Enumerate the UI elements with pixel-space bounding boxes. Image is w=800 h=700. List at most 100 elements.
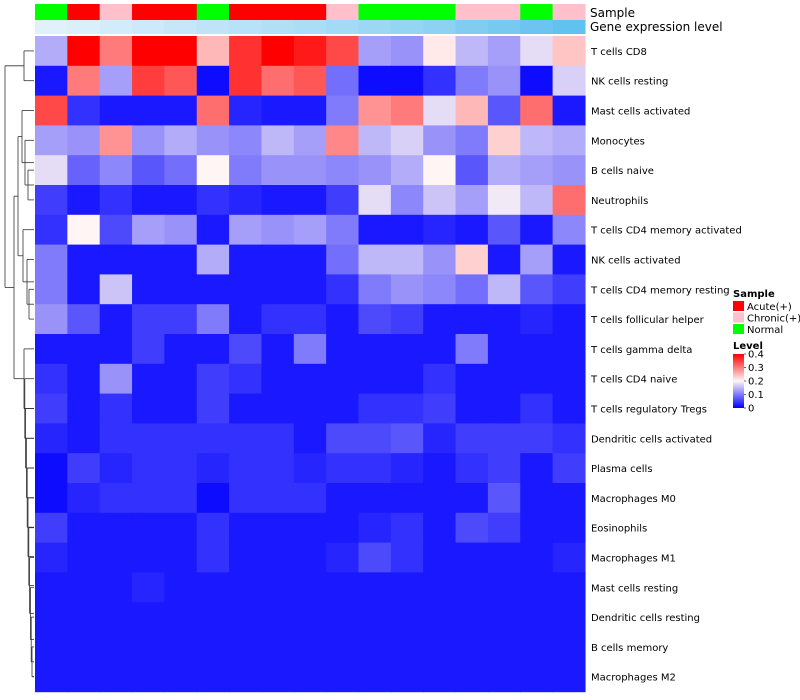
heatmap-cell xyxy=(35,572,68,603)
sample-annotation-cell xyxy=(293,4,327,20)
heatmap-cell xyxy=(455,393,489,424)
heatmap-cell xyxy=(326,36,360,67)
heatmap-cell xyxy=(487,602,521,633)
heatmap-cell xyxy=(164,214,198,246)
heatmap-cell xyxy=(99,155,133,186)
heatmap-cell xyxy=(552,125,586,156)
heatmap-cell xyxy=(326,363,360,395)
heatmap-cell xyxy=(164,483,198,514)
heatmap-cell xyxy=(35,453,68,484)
row-label: T cells CD4 memory activated xyxy=(590,226,742,237)
heatmap-cell xyxy=(67,334,101,365)
legend-level-ticks: 0.4 0.3 0.2 0.1 0 xyxy=(744,350,764,415)
heatmap-cell xyxy=(229,542,263,573)
heatmap-cell xyxy=(196,661,230,693)
heatmap-cell xyxy=(293,542,327,573)
heatmap-cell xyxy=(487,214,521,246)
heatmap-cell xyxy=(358,95,392,126)
heatmap-cell xyxy=(35,95,68,126)
heatmap-cell xyxy=(293,393,327,424)
heatmap-cell xyxy=(99,185,133,216)
heatmap-cell xyxy=(487,483,521,514)
heatmap-cell xyxy=(455,572,489,603)
row-label: Monocytes xyxy=(591,136,645,147)
row-label: B cells naive xyxy=(591,166,654,177)
heatmap-cell xyxy=(261,125,295,156)
heatmap-cell xyxy=(455,632,489,663)
heatmap-cell xyxy=(67,65,101,97)
heatmap-cell xyxy=(358,512,392,544)
heatmap-cell xyxy=(326,65,360,97)
heatmap-cell xyxy=(487,274,521,305)
heatmap-cell xyxy=(552,363,586,395)
heatmap-cell xyxy=(99,572,133,603)
sample-annotation-cell xyxy=(132,4,165,20)
heatmap-cell xyxy=(326,453,360,484)
heatmap-cell xyxy=(164,393,198,424)
heatmap-cell xyxy=(487,363,521,395)
heatmap-cell xyxy=(99,393,133,424)
heatmap-cell xyxy=(423,572,457,603)
heatmap-cell xyxy=(35,334,68,365)
heatmap-cell xyxy=(487,244,521,275)
heatmap-cell xyxy=(520,483,554,514)
heatmap-cell xyxy=(67,95,101,126)
heatmap-cell xyxy=(196,155,230,186)
heatmap-cell xyxy=(293,125,327,156)
heatmap-cell xyxy=(520,36,554,67)
heatmap-cell xyxy=(196,274,230,305)
heatmap-cell xyxy=(261,512,295,544)
heatmap-cell xyxy=(455,542,489,573)
heatmap-cell xyxy=(455,125,489,156)
row-label: NK cells activated xyxy=(591,256,681,267)
heatmap-cell xyxy=(358,185,392,216)
heatmap-cell xyxy=(326,185,360,216)
heatmap-cell xyxy=(67,274,101,305)
heatmap-cell xyxy=(35,632,68,663)
heatmap-cell xyxy=(99,632,133,663)
heatmap-cell xyxy=(423,512,457,544)
heatmap-cell xyxy=(455,244,489,275)
heatmap-cell xyxy=(99,334,133,365)
heatmap-cell xyxy=(99,214,133,246)
heatmap-cell xyxy=(552,512,586,544)
heatmap-cell xyxy=(132,483,165,514)
heatmap-cell xyxy=(520,244,554,275)
heatmap-cell xyxy=(132,393,165,424)
heatmap-cell xyxy=(520,304,554,335)
heatmap-cell xyxy=(67,214,101,246)
heatmap-cell xyxy=(455,423,489,454)
heatmap-cell xyxy=(326,214,360,246)
gene-expression-annotation-cell xyxy=(423,20,457,34)
heatmap-cell xyxy=(423,423,457,454)
row-label: T cells gamma delta xyxy=(590,345,692,356)
heatmap-cell xyxy=(261,214,295,246)
heatmap-cell xyxy=(326,423,360,454)
heatmap-cell xyxy=(164,185,198,216)
heatmap-cell xyxy=(326,661,360,693)
sample-annotation-cell xyxy=(358,4,392,20)
heatmap-cell xyxy=(67,602,101,633)
heatmap-cell xyxy=(552,453,586,484)
legend-sample-items: Acute(+)Chronic(+)Normal xyxy=(733,301,800,336)
row-label: B cells memory xyxy=(591,643,668,654)
heatmap-cell xyxy=(196,572,230,603)
legend-tick-label: 0 xyxy=(748,404,754,415)
heatmap-cell xyxy=(487,65,521,97)
heatmap-cell xyxy=(99,512,133,544)
heatmap-cell xyxy=(487,36,521,67)
heatmap-cell xyxy=(229,632,263,663)
heatmap-cell xyxy=(487,155,521,186)
heatmap-cell xyxy=(520,602,554,633)
heatmap-cell xyxy=(261,65,295,97)
heatmap-cell xyxy=(99,274,133,305)
gene-expression-annotation-cell xyxy=(520,20,554,34)
heatmap-cell xyxy=(358,244,392,275)
heatmap-cell xyxy=(261,304,295,335)
legend-swatch xyxy=(733,324,744,334)
gene-expression-annotation-cell xyxy=(552,20,586,34)
heatmap-cell xyxy=(67,185,101,216)
gene-expression-annotation-cell xyxy=(326,20,360,34)
heatmap-cell xyxy=(261,155,295,186)
heatmap-cell xyxy=(132,542,165,573)
